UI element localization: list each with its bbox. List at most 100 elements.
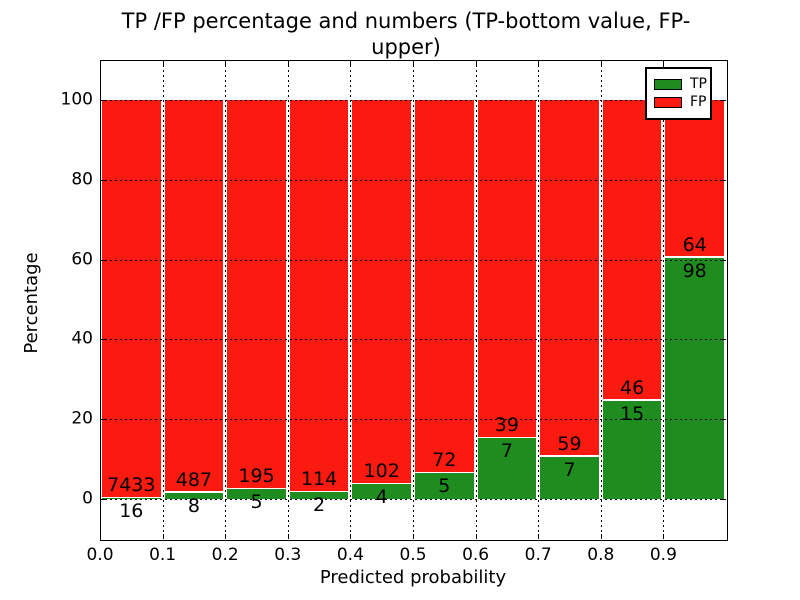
y-tick-mark-right (721, 499, 726, 501)
legend-entry-fp: FP (654, 94, 707, 110)
fp-count-label: 46 (620, 376, 645, 399)
bar-edge (227, 487, 286, 490)
fp-bar-segment (477, 99, 537, 437)
legend: TP FP (645, 67, 712, 120)
x-tick-mark (663, 534, 665, 539)
bar-edge (602, 399, 662, 401)
x-tick-label: 0.6 (462, 545, 490, 565)
fp-count-label: 64 (682, 233, 707, 256)
tp-bar-segment (227, 489, 286, 500)
bar-edge (477, 436, 537, 439)
y-tick-mark-right (721, 99, 726, 101)
y-tick-mark-right (721, 179, 726, 181)
y-tick-mark (101, 419, 106, 421)
fp-bar-segment (289, 99, 349, 491)
x-tick-mark (350, 534, 352, 539)
fp-bar-segment (352, 99, 411, 483)
x-tick-mark-top (663, 61, 665, 66)
x-tick-mark-top (350, 61, 352, 66)
tp-count-label: 8 (187, 494, 200, 517)
fp-count-label: 114 (300, 468, 338, 491)
y-tick-mark-right (721, 419, 726, 421)
tp-bar-segment (477, 438, 537, 500)
y-tick-mark (101, 499, 106, 501)
legend-label-fp: FP (690, 94, 707, 110)
vgrid-line (225, 60, 227, 539)
tp-count-label: 7 (500, 440, 513, 463)
x-tick-mark-top (538, 61, 540, 66)
tp-bar-segment (665, 257, 724, 500)
bar-edge (540, 455, 599, 457)
x-tick-label: 0.7 (524, 545, 552, 565)
y-tick-mark (101, 259, 106, 261)
tp-bar-segment (289, 492, 349, 500)
fp-count-label: 102 (363, 460, 400, 483)
x-axis-label: Predicted probability (319, 567, 507, 588)
y-tick-label: 100 (60, 89, 93, 110)
x-tick-mark (413, 534, 414, 539)
bar-edge (164, 491, 224, 493)
x-tick-mark (225, 534, 227, 539)
vgrid-line (600, 60, 602, 539)
x-tick-mark-top (100, 61, 101, 66)
tp-count-label: 5 (250, 491, 263, 514)
tp-bar-segment (415, 473, 474, 500)
tp-legend-swatch-icon (654, 78, 682, 90)
x-tick-label: 0.8 (587, 545, 615, 565)
tp-bar-segment (540, 456, 599, 500)
legend-entry-tp: TP (654, 76, 707, 92)
x-tick-label: 0.4 (336, 545, 364, 565)
vgrid-line (475, 60, 477, 539)
x-tick-label: 0.1 (149, 545, 177, 565)
tp-bar-segment (602, 400, 662, 500)
fp-count-label: 487 (175, 468, 213, 491)
tp-count-label: 5 (438, 475, 451, 498)
x-tick-label: 0.2 (211, 545, 239, 565)
x-tick-mark-top (600, 61, 602, 66)
tp-count-label: 16 (119, 500, 144, 523)
fp-count-label: 7433 (107, 474, 156, 497)
tp-bar-segment (352, 484, 411, 500)
x-tick-mark-top (413, 61, 414, 66)
tp-count-label: 4 (375, 486, 388, 509)
fp-bar-segment (540, 99, 599, 456)
fp-bar-segment (102, 99, 161, 497)
tp-count-label: 2 (313, 494, 326, 517)
fp-count-label: 195 (238, 465, 275, 488)
bar-edge (415, 471, 474, 474)
bar-edge (665, 256, 724, 258)
y-tick-label: 40 (71, 328, 93, 349)
x-tick-mark (538, 534, 540, 539)
y-tick-label: 80 (71, 169, 93, 190)
vgrid-line (287, 60, 289, 539)
bar-edge (102, 496, 161, 499)
fp-bar-segment (415, 99, 474, 472)
tp-bar-segment (102, 498, 161, 500)
bar-edge (352, 482, 411, 485)
fp-bar-segment (602, 99, 662, 400)
legend-label-tp: TP (690, 76, 707, 92)
x-tick-mark (100, 534, 101, 539)
vgrid-line (413, 60, 414, 539)
fp-bar-segment (227, 99, 286, 488)
tp-count-label: 15 (620, 402, 645, 425)
x-tick-label: 0.3 (274, 545, 302, 565)
fp-bar-segment (164, 99, 224, 492)
vgrid-line (538, 60, 540, 539)
chart-title-line1: TP /FP percentage and numbers (TP-bottom… (121, 9, 691, 59)
y-tick-mark (101, 339, 106, 341)
x-tick-label: 0.5 (399, 545, 427, 565)
vgrid-line (350, 60, 352, 539)
x-tick-mark-top (225, 61, 227, 66)
x-tick-mark-top (287, 61, 289, 66)
y-tick-label: 60 (71, 249, 93, 270)
x-tick-label: 0.0 (86, 545, 114, 565)
y-tick-label: 0 (82, 488, 93, 509)
bar-edge (289, 490, 349, 493)
fp-count-label: 72 (432, 449, 457, 472)
fp-count-label: 39 (494, 414, 519, 437)
y-tick-mark (101, 99, 106, 101)
x-tick-mark (287, 534, 289, 539)
y-tick-mark-right (721, 259, 726, 261)
